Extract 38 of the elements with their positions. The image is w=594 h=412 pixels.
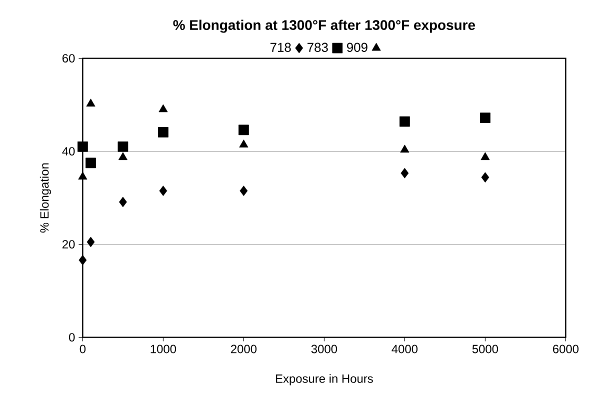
y-tick-label: 60 (62, 54, 75, 63)
x-tick-label: 1000 (150, 344, 176, 354)
y-tick-label: 20 (62, 240, 75, 249)
point (481, 172, 490, 183)
point (86, 98, 96, 107)
point (158, 104, 168, 112)
x-tick-label: 4000 (392, 344, 418, 354)
legend-label: 783 (308, 42, 328, 52)
chart-title: % Elongation at 1300°F after 1300°F exposure (173, 20, 476, 33)
point (239, 140, 248, 148)
point (240, 186, 248, 196)
point (86, 236, 95, 248)
point (86, 158, 96, 168)
x-tick-label: 6000 (553, 344, 579, 354)
x-tick-label: 2000 (230, 344, 257, 354)
x-tick-label: 3000 (311, 344, 338, 354)
point (118, 152, 128, 160)
legend-label: 718 (270, 42, 291, 52)
point (158, 127, 168, 138)
point (238, 124, 249, 136)
point (400, 116, 410, 127)
point (118, 141, 128, 152)
point (78, 141, 88, 152)
point (78, 172, 88, 180)
y-axis-title: % Elongation (40, 163, 52, 233)
y-tick-label: 40 (62, 147, 75, 156)
point (480, 152, 490, 160)
point (400, 144, 410, 153)
point (119, 196, 127, 208)
x-tick-label: 5000 (472, 344, 498, 354)
point (159, 186, 168, 196)
point (78, 254, 87, 266)
point (480, 112, 490, 123)
point (400, 168, 409, 178)
x-tick-label: 0 (80, 344, 86, 354)
y-tick-label: 0 (69, 333, 75, 342)
legend-label: 909 (346, 42, 368, 52)
x-axis-title: Exposure in Hours (276, 374, 373, 386)
